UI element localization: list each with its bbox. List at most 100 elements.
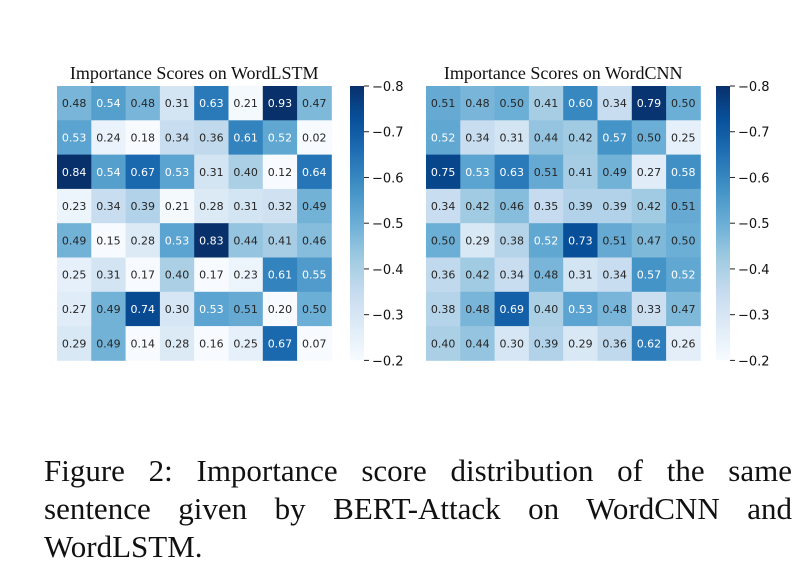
heatmap-cell	[91, 154, 126, 190]
heatmap-left: Importance Scores on WordLSTM 0.48 0.54 0.4…	[57, 63, 404, 369]
cell-label: 0.50	[671, 234, 696, 247]
cell-label: 0.49	[96, 337, 121, 350]
heatmap-cell	[91, 223, 126, 258]
cell-label: 0.34	[602, 269, 627, 282]
cell-label: 0.51	[431, 97, 456, 110]
heatmap-cell	[194, 86, 229, 121]
cell-label: 0.74	[131, 303, 156, 316]
heatmap-cell	[228, 326, 264, 361]
heatmap-cell	[666, 86, 701, 121]
heatmap-cell	[159, 188, 195, 224]
heatmap-cell	[91, 120, 126, 155]
cell-label: 0.41	[568, 166, 593, 179]
cell-label: 0.52	[431, 131, 456, 144]
heatmap-cell	[262, 257, 298, 293]
heatmap-cell	[597, 326, 633, 361]
heatmap-cell	[159, 223, 195, 258]
cell-label: 0.17	[131, 269, 156, 282]
heatmap-cell	[262, 120, 298, 155]
heatmap-cell	[159, 120, 195, 155]
cell-label: 0.49	[302, 200, 327, 213]
heatmap-cell	[426, 326, 461, 361]
cell-label: 0.48	[534, 269, 559, 282]
cell-label: 0.42	[465, 200, 490, 213]
cell-label: 0.63	[199, 97, 224, 110]
cell-label: 0.52	[534, 234, 559, 247]
cell-label: 0.46	[500, 200, 525, 213]
heatmap-cell	[528, 326, 564, 361]
cell-label: 0.73	[568, 234, 593, 247]
heatmap-cell	[563, 86, 598, 121]
cell-label: 0.14	[131, 337, 156, 350]
heatmap-cell	[194, 291, 229, 327]
heatmap-cell	[631, 154, 667, 190]
cell-label: 0.44	[465, 337, 490, 350]
cell-label: 0.44	[233, 234, 258, 247]
heatmap-cell	[494, 86, 530, 121]
heatmap-cell	[666, 326, 701, 361]
heatmap-cell	[228, 291, 264, 327]
heatmap-cell	[159, 86, 195, 121]
cell-label: 0.39	[568, 200, 593, 213]
heatmap-cell	[563, 291, 598, 327]
cell-label: 0.30	[500, 337, 525, 350]
heatmap-cell	[91, 291, 126, 327]
cell-label: 0.34	[165, 131, 190, 144]
cell-label: 0.20	[268, 303, 293, 316]
cell-label: 0.40	[165, 269, 190, 282]
heatmap-cell	[57, 86, 92, 121]
heatmap-cell	[57, 257, 92, 293]
heatmap-cell	[494, 188, 530, 224]
cell-label: 0.42	[637, 200, 662, 213]
heatmap-cell	[666, 257, 701, 293]
heatmap-cell	[631, 223, 667, 258]
colorbar-tick-label: −0.7	[372, 126, 404, 141]
heatmap-cell	[494, 120, 530, 155]
cell-label: 0.49	[62, 234, 87, 247]
cell-label: 0.67	[131, 166, 156, 179]
cell-label: 0.61	[233, 131, 258, 144]
heatmap-cell	[228, 188, 264, 224]
heatmap-cell	[597, 291, 633, 327]
heatmap-cell	[666, 120, 701, 155]
colorbar-tick-label: −0.8	[372, 80, 404, 95]
cell-label: 0.53	[568, 303, 593, 316]
heatmap-cell	[262, 154, 298, 190]
cell-label: 0.31	[96, 269, 121, 282]
heatmap-cell	[91, 326, 126, 361]
cell-label: 0.84	[62, 166, 87, 179]
cell-label: 0.48	[131, 97, 156, 110]
heatmap-cell	[460, 188, 495, 224]
heatmap-cell	[262, 291, 298, 327]
heatmap-cell	[460, 223, 495, 258]
heatmap-cell	[494, 223, 530, 258]
heatmap-cell	[125, 223, 161, 258]
heatmap-cell	[57, 291, 92, 327]
heatmap-cell	[426, 120, 461, 155]
cell-label: 0.41	[268, 234, 293, 247]
chart-title: Importance Scores on WordCNN	[444, 63, 683, 83]
cell-label: 0.39	[131, 200, 156, 213]
colorbar-tick-label: −0.2	[372, 354, 404, 369]
cell-label: 0.69	[500, 303, 525, 316]
colorbar-tick-label: −0.6	[372, 171, 404, 186]
cell-label: 0.67	[268, 337, 293, 350]
cell-label: 0.53	[465, 166, 490, 179]
heatmap-cell	[494, 257, 530, 293]
heatmap-cell	[528, 154, 564, 190]
cell-label: 0.50	[500, 97, 525, 110]
cell-label: 0.52	[268, 131, 293, 144]
heatmap-cell	[494, 291, 530, 327]
heatmap-cell	[563, 120, 598, 155]
cell-label: 0.49	[602, 166, 627, 179]
heatmap-cell	[297, 223, 332, 258]
cell-label: 0.31	[233, 200, 258, 213]
colorbar-tick-label: −0.5	[738, 217, 770, 232]
heatmap-cell	[194, 120, 229, 155]
cell-label: 0.54	[96, 97, 121, 110]
cell-label: 0.27	[62, 303, 87, 316]
heatmap-cell	[426, 291, 461, 327]
heatmap-cell	[528, 257, 564, 293]
cell-label: 0.34	[602, 97, 627, 110]
cell-label: 0.25	[62, 269, 87, 282]
